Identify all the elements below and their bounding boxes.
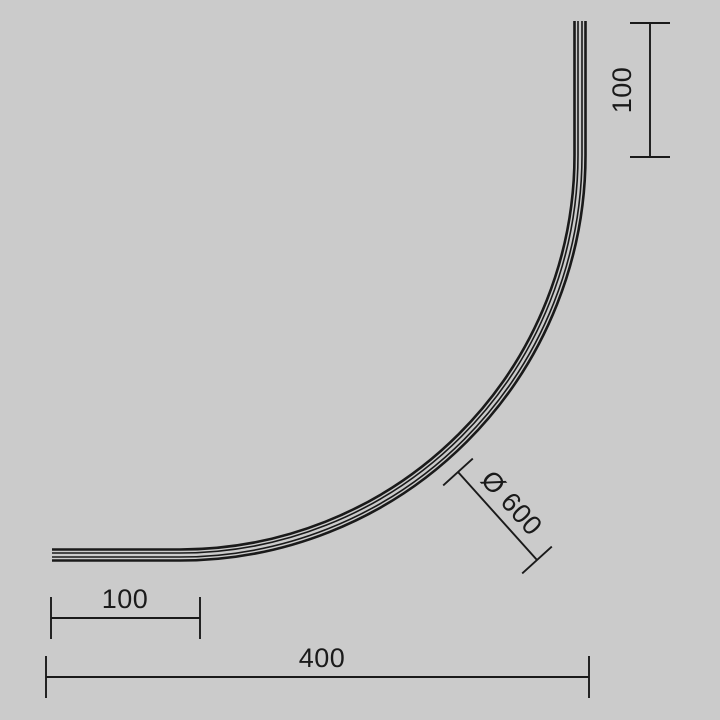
dimension-diameter-600 [442,457,553,575]
dimension-label-width: 400 [299,643,346,673]
dimension-label-height: 100 [607,67,637,114]
track-edge-convex [52,21,587,562]
track-profile [52,21,587,562]
track-channel-line-inner [52,21,579,554]
dimension-tick-start [442,457,474,487]
dimension-height-100 [630,22,670,158]
dimension-label-offset: 100 [102,584,149,614]
dimension-line [457,471,538,561]
dimension-tick-end [521,545,553,575]
track-edge-concave [52,21,576,551]
track-channel-line-outer [52,21,583,558]
dimension-offset-100 [50,597,201,639]
dimension-width-400 [45,656,590,698]
